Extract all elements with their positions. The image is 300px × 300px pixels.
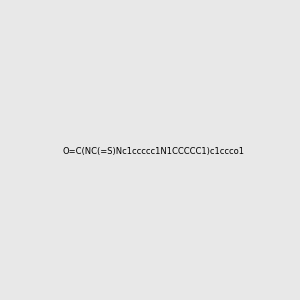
- Text: O=C(NC(=S)Nc1ccccc1N1CCCCC1)c1ccco1: O=C(NC(=S)Nc1ccccc1N1CCCCC1)c1ccco1: [63, 147, 245, 156]
